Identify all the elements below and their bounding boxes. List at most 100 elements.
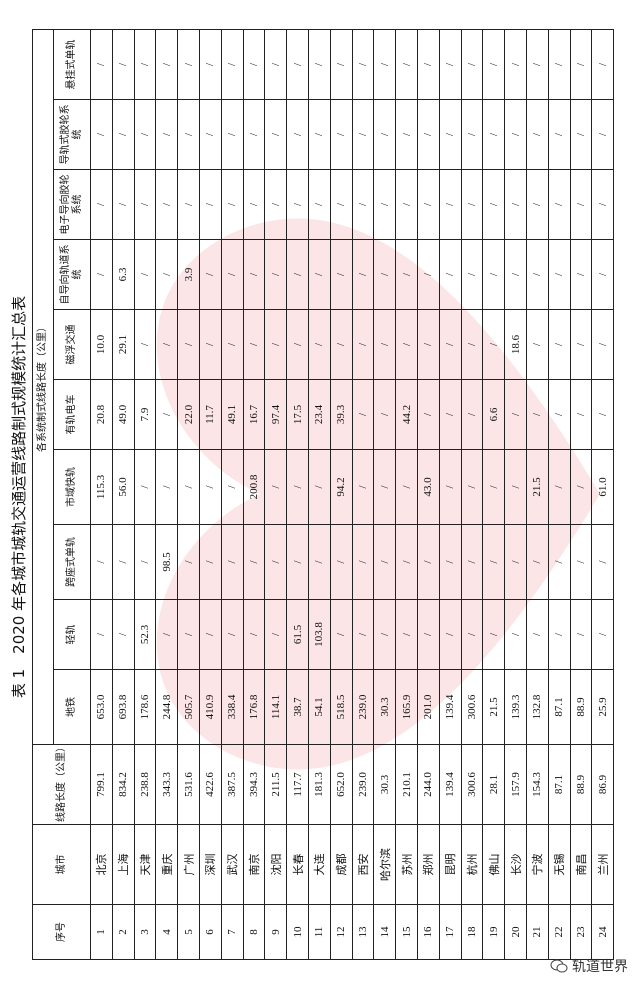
table-cell: /	[90, 239, 113, 310]
table-cell: /	[264, 309, 287, 380]
table-cell: 21.5	[482, 669, 505, 745]
table-cell: 394.3	[243, 744, 265, 825]
table-cell: 139.4	[439, 744, 462, 825]
table-cell: /	[482, 524, 505, 600]
table-cell: /	[591, 524, 614, 600]
table-cell: 181.3	[308, 744, 331, 825]
table-cell: /	[439, 99, 462, 170]
table-cell: /	[548, 99, 571, 170]
table-cell: /	[570, 239, 592, 310]
table-cell: /	[439, 449, 462, 525]
table-cell: /	[591, 379, 614, 450]
table-cell: /	[352, 309, 374, 380]
table-cell: /	[199, 239, 222, 310]
table-cell: 200.8	[243, 449, 265, 525]
table-cell: /	[395, 169, 418, 240]
table-cell: /	[373, 524, 396, 600]
table-cell: 16.7	[243, 379, 265, 450]
header-system: 地铁	[53, 669, 91, 745]
table-cell: /	[373, 29, 396, 100]
table-row: 1 北京 799.1 653.0//115.3 20.8 10.0// / /	[90, 29, 113, 960]
table-cell: /	[134, 309, 156, 380]
table-cell: /	[134, 99, 156, 170]
table-cell: /	[221, 169, 244, 240]
table-cell: 22.0	[177, 379, 200, 450]
table-cell: /	[308, 524, 331, 600]
table-cell: 大连	[308, 824, 331, 905]
table-cell: 无锡	[548, 824, 571, 905]
table-cell: /	[352, 29, 374, 100]
table-cell: 2	[112, 904, 135, 960]
table-cell: 18	[461, 904, 483, 960]
table-cell: 30.3	[373, 669, 396, 745]
table-cell: /	[439, 379, 462, 450]
table-cell: /	[286, 449, 309, 525]
table-cell: /	[243, 29, 265, 100]
table-cell: /	[177, 309, 200, 380]
table-cell: /	[352, 599, 374, 670]
table-cell: /	[373, 309, 396, 380]
table-cell: /	[90, 524, 113, 600]
table-cell: 210.1	[395, 744, 418, 825]
table-cell: /	[264, 99, 287, 170]
table-cell: 98.5	[155, 524, 178, 600]
table-cell: 11.7	[199, 379, 222, 450]
table-cell: 244.0	[417, 744, 440, 825]
table-cell: /	[395, 99, 418, 170]
table-cell: 343.3	[155, 744, 178, 825]
table-cell: /	[199, 99, 222, 170]
table-cell: 300.6	[461, 669, 483, 745]
table-cell: 5	[177, 904, 200, 960]
table-cell: /	[90, 599, 113, 670]
table-cell: /	[526, 29, 549, 100]
table-cell: 387.5	[221, 744, 244, 825]
table-cell: 10	[286, 904, 309, 960]
header-system: 轻轨	[53, 599, 91, 670]
table-cell: /	[526, 239, 549, 310]
header-group: 各系统制式线路长度（公里）	[32, 29, 54, 745]
table-row: 5 广州 531.6 505.7///22.0/3.9// /	[177, 29, 200, 960]
table-cell: 244.8	[155, 669, 178, 745]
table-cell: /	[395, 524, 418, 600]
table-cell: /	[570, 99, 592, 170]
table-row: 15 苏州 210.1 165.9///44.2// / / /	[395, 29, 418, 960]
table-cell: /	[504, 239, 527, 310]
table-cell: /	[286, 169, 309, 240]
table-cell: /	[439, 29, 462, 100]
table-cell: 武汉	[221, 824, 244, 905]
header-system: 自导向轨道系统	[53, 239, 91, 310]
table-cell: 117.7	[286, 744, 309, 825]
table-cell: 13	[352, 904, 374, 960]
table-cell: /	[482, 599, 505, 670]
table-cell: /	[134, 169, 156, 240]
table-cell: 24	[591, 904, 614, 960]
header-system: 导轨式胶轮系统	[53, 99, 91, 170]
table-cell: /	[352, 379, 374, 450]
table-cell: /	[373, 169, 396, 240]
table-cell: /	[330, 99, 353, 170]
table-cell: 88.9	[570, 669, 592, 745]
table-cell: 兰州	[591, 824, 614, 905]
table-row: 6 深圳 422.6 410.9///11.7// / / /	[199, 29, 222, 960]
table-cell: 61.5	[286, 599, 309, 670]
table-cell: 531.6	[177, 744, 200, 825]
table-cell: /	[155, 449, 178, 525]
table-cell: /	[591, 169, 614, 240]
table-row: 14 哈尔滨 30.3 30.3// / / / / / / /	[373, 29, 396, 960]
table-cell: /	[395, 29, 418, 100]
header-system: 市域快轨	[53, 449, 91, 525]
table-cell: /	[134, 239, 156, 310]
table-cell: /	[461, 99, 483, 170]
table-cell: 南京	[243, 824, 265, 905]
table-cell: /	[417, 239, 440, 310]
table-cell: /	[221, 599, 244, 670]
table-cell: /	[461, 599, 483, 670]
table-cell: 54.1	[308, 669, 331, 745]
header-system: 有轨电车	[53, 379, 91, 450]
table-row: 13 西安 239.0 239.0// / / / / / / /	[352, 29, 374, 960]
table-cell: /	[330, 169, 353, 240]
table-cell: /	[112, 524, 135, 600]
table-cell: /	[308, 99, 331, 170]
table-cell: 1	[90, 904, 113, 960]
